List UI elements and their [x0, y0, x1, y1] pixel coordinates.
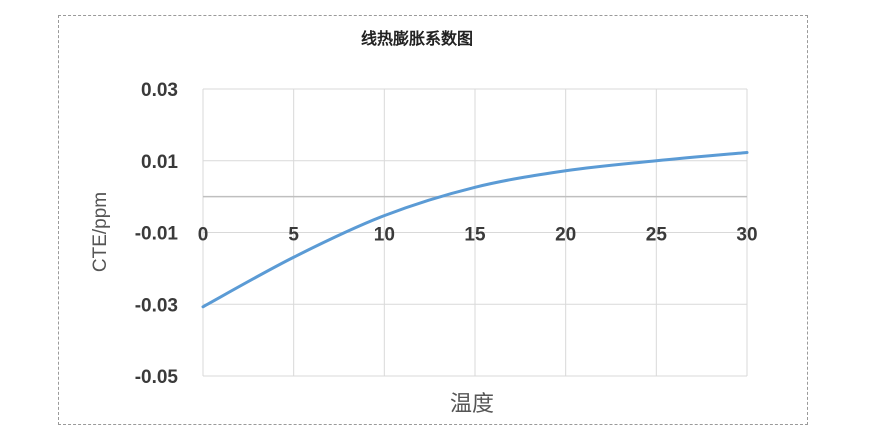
- x-tick-label: 20: [555, 225, 576, 246]
- chart-title: 线热膨胀系数图: [361, 29, 473, 48]
- x-tick-label: 30: [736, 225, 757, 246]
- x-tick-label: 0: [198, 225, 209, 246]
- x-tick-label: 15: [464, 225, 486, 246]
- tick-labels: 0 5 10 15 20 25 30 0.03 0.01 -0.01 -0.03 -0.05: [135, 80, 758, 388]
- y-axis-label: CTE/ppm: [90, 192, 111, 272]
- y-tick-label: 0.03: [141, 80, 178, 101]
- x-axis-label: 温度: [450, 391, 494, 416]
- y-tick-label: -0.03: [135, 295, 178, 316]
- x-tick-label: 10: [374, 225, 395, 246]
- y-tick-label: 0.01: [141, 152, 178, 173]
- x-tick-label: 5: [288, 225, 299, 246]
- y-tick-label: -0.05: [135, 367, 179, 388]
- chart-border: [58, 15, 808, 425]
- x-tick-label: 25: [646, 225, 668, 246]
- series-line: [201, 150, 749, 309]
- y-tick-label: -0.01: [135, 224, 179, 245]
